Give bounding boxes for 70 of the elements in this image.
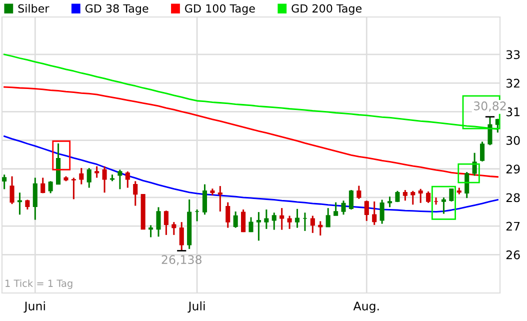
candlestick <box>40 176 46 194</box>
candlestick <box>125 170 130 189</box>
candlestick <box>94 166 100 179</box>
candlestick <box>202 184 208 216</box>
candlestick <box>294 208 300 229</box>
candlestick <box>248 216 254 233</box>
candlestick <box>25 198 30 210</box>
candlestick <box>102 166 107 194</box>
candlestick <box>480 140 485 162</box>
candlestick <box>318 220 323 236</box>
y-tick-label: 33 <box>506 50 520 60</box>
candlestick <box>380 198 384 225</box>
y-tick-label: 29 <box>506 164 520 174</box>
candlestick <box>280 207 284 231</box>
candlestick <box>272 212 276 231</box>
candlestick <box>148 224 154 238</box>
candlestick <box>264 208 269 230</box>
candlestick <box>233 210 238 229</box>
annotation: 26,138 <box>162 255 202 266</box>
y-tick-label: 26 <box>506 250 520 260</box>
y-tick-label: 27 <box>506 222 520 231</box>
candlestick <box>334 202 338 216</box>
candlestick <box>218 185 222 212</box>
candlestick <box>256 211 261 242</box>
y-tick-label: 32 <box>506 78 520 88</box>
candlestick <box>372 200 377 226</box>
candlestick <box>410 190 416 206</box>
candlestick <box>71 176 76 200</box>
candlestick <box>226 202 230 229</box>
legend-label: GD 200 Tage <box>292 4 362 15</box>
candlestick <box>326 207 330 228</box>
y-tick-label: 28 <box>506 193 520 202</box>
candlestick <box>418 188 423 204</box>
candlestick <box>172 221 176 236</box>
candlestick <box>241 208 246 233</box>
candlestick <box>348 189 354 210</box>
candlestick <box>472 152 477 176</box>
candlestick <box>464 171 470 199</box>
candlestick <box>364 200 369 222</box>
candlestick <box>310 215 315 234</box>
candlestick <box>164 210 168 236</box>
candlestick <box>488 116 492 146</box>
x-tick-label: Aug. <box>353 302 379 313</box>
y-tick-label: 31 <box>506 107 520 116</box>
candlestick <box>79 167 84 186</box>
legend-label: Silber <box>18 4 50 13</box>
candlestick <box>86 167 92 189</box>
candlestick <box>356 184 362 200</box>
annotation: 30,82 <box>474 101 506 112</box>
candlestick <box>441 196 446 215</box>
candlestick <box>426 190 431 204</box>
candlestick <box>133 180 138 207</box>
candlestick <box>287 215 292 230</box>
candlestick <box>179 221 184 252</box>
candlestick <box>402 189 408 202</box>
candlestick <box>156 206 161 238</box>
candlestick <box>10 176 14 205</box>
y-tick-label: 30 <box>506 136 520 145</box>
legend-label: GD 38 Tage <box>85 4 148 15</box>
candlestick <box>387 196 392 208</box>
candlestick <box>2 174 7 190</box>
x-tick-label: Juni <box>24 301 45 313</box>
candlestick <box>48 180 53 194</box>
x-tick-label: Juli <box>188 301 205 313</box>
candlestick <box>449 188 454 202</box>
candlestick <box>341 200 346 216</box>
candlestick <box>32 176 38 221</box>
annotation: 1 Tick = 1 Tag <box>6 279 72 289</box>
candlestick <box>118 168 122 190</box>
legend-label: GD 100 Tage <box>184 4 255 15</box>
